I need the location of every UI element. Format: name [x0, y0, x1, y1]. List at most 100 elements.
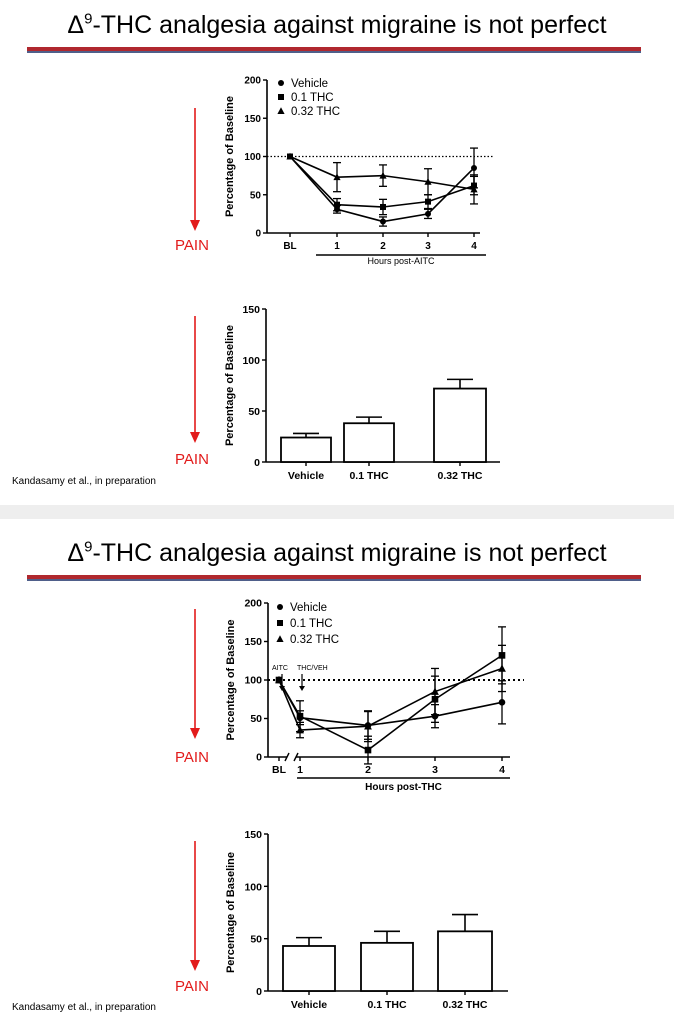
pain-label: PAIN: [175, 749, 209, 766]
title-rule-blue: [27, 51, 641, 53]
title-text: -THC analgesia against migraine is not p…: [92, 539, 607, 567]
y-tick-label: 150: [244, 829, 262, 841]
x-tick-label: 0.1 THC: [349, 470, 389, 482]
y-tick-label: 50: [250, 190, 262, 201]
data-point: [286, 152, 294, 160]
legend-marker: [277, 604, 283, 610]
delta-symbol: Δ: [67, 11, 85, 39]
x-tick-label: 3: [432, 764, 438, 776]
x-tick-label: BL: [283, 241, 296, 252]
data-point: [424, 177, 432, 185]
plot-area: 0 50 100 150 200 Percentage of Baseline BL 1 2 3 4…: [225, 598, 524, 793]
y-tick-label: 0: [256, 752, 262, 764]
y-tick-label: 100: [244, 152, 261, 163]
pain-arrow-head: [190, 728, 200, 739]
y-tick-label: 200: [244, 76, 261, 87]
title-text: -THC analgesia against migraine is not p…: [92, 11, 607, 39]
legend-marker: [278, 94, 284, 100]
pain-label: PAIN: [175, 978, 209, 995]
slide-title: Δ9-THC analgesia against migraine is not…: [0, 10, 674, 40]
x-tick-label: 4: [499, 764, 505, 776]
bar-chart-slide-two: 0 50 100 150 Percentage of Baseline Vehicle 0.…: [225, 829, 508, 1011]
series-triangle: [286, 152, 478, 205]
data-point: [296, 725, 304, 734]
y-axis-label: Percentage of Baseline: [225, 619, 237, 740]
x-axis-label: Hours post-THC: [365, 782, 442, 793]
delta-symbol: Δ: [67, 539, 85, 567]
x-tick-label: 2: [380, 241, 386, 252]
x-axis-label: Hours post-AITC: [367, 256, 435, 266]
data-point: [379, 171, 387, 179]
y-axis-label: Percentage of Baseline: [224, 325, 236, 446]
data-point: [364, 722, 372, 730]
x-tick-label: 3: [425, 241, 431, 252]
legend-marker: [277, 620, 283, 626]
citation: Kandasamy et al., in preparation: [12, 476, 156, 487]
legend-marker: [276, 635, 284, 642]
slide-two: Δ9-THC analgesia against migraine is not…: [0, 519, 674, 1024]
data-point: [425, 198, 431, 205]
data-point: [470, 185, 478, 193]
data-point: [275, 675, 283, 684]
annotation-arrowhead-thc: [299, 686, 305, 691]
pain-arrow-head: [190, 432, 200, 443]
series-triangle: [275, 644, 506, 743]
x-tick-label: 0.1 THC: [367, 999, 407, 1011]
y-tick-label: 0: [256, 986, 262, 998]
y-tick-label: 150: [244, 636, 262, 648]
y-axis-label: Percentage of Baseline: [225, 852, 237, 973]
legend-label: 0.32 THC: [291, 106, 340, 118]
axis-break-mark: [284, 752, 290, 762]
annotation-aitc: AITC: [272, 665, 288, 672]
slide-title: Δ9-THC analgesia against migraine is not…: [0, 538, 674, 568]
y-axis-label: Percentage of Baseline: [224, 96, 236, 217]
legend-label: Vehicle: [291, 78, 328, 90]
legend-marker: [277, 107, 285, 114]
x-tick-label: 1: [334, 241, 340, 252]
data-point: [431, 687, 439, 695]
y-tick-label: 50: [250, 713, 262, 725]
y-tick-label: 0: [254, 457, 260, 469]
data-point: [364, 746, 372, 754]
line-chart-hours-post-thc: 0 50 100 150 200 Percentage of Baseline BL 1 2 3 4…: [225, 598, 524, 793]
data-point: [498, 664, 506, 672]
x-tick-label: 2: [365, 764, 371, 776]
title-superscript: 9: [84, 538, 93, 556]
bar-vehicle: [280, 436, 332, 463]
x-tick-label: Vehicle: [288, 470, 324, 482]
data-point: [334, 201, 340, 208]
x-tick-label: 1: [297, 764, 303, 776]
data-point: [471, 164, 477, 171]
pain-arrow-head: [190, 220, 200, 231]
y-tick-label: 0: [255, 229, 261, 240]
slide-separator: [0, 505, 674, 519]
plot-area: 0 50 100 150 Percentage of Baseline Vehicle 0.…: [224, 304, 500, 482]
slide-one: Δ9-THC analgesia against migraine is not…: [0, 0, 674, 505]
pain-label: PAIN: [175, 237, 209, 254]
legend-label: Vehicle: [290, 602, 327, 614]
y-tick-label: 100: [242, 355, 260, 367]
x-tick-label: BL: [272, 764, 287, 776]
pain-arrows: [190, 609, 200, 971]
title-superscript: 9: [84, 10, 93, 28]
citation: Kandasamy et al., in preparation: [12, 1002, 156, 1013]
y-tick-label: 50: [248, 406, 260, 418]
data-point: [380, 203, 386, 210]
line-chart-hours-post-aitc: 0 50 100 150 200 Percentage of Baseline BL 1 2 3 4…: [224, 76, 494, 266]
pain-arrow-head: [190, 960, 200, 971]
data-point: [498, 699, 506, 706]
plot-area: 0 50 100 150 Percentage of Baseline Vehicle 0.…: [225, 829, 508, 1011]
x-tick-label: 4: [471, 241, 477, 252]
legend-label: 0.1 THC: [291, 92, 334, 104]
title-rule-red: [27, 575, 641, 579]
bar-chart-slide-one: 0 50 100 150 Percentage of Baseline Vehicle 0.…: [224, 304, 500, 482]
plot-area: 0 50 100 150 200 Percentage of Baseline BL 1 2 3 4…: [224, 76, 494, 266]
bar-0-1-thc: [343, 422, 395, 463]
bar-vehicle: [282, 945, 336, 992]
title-rule-red: [27, 47, 641, 51]
x-tick-label: 0.32 THC: [443, 999, 488, 1011]
pain-arrows: [190, 108, 200, 443]
title-rule-blue: [27, 579, 641, 581]
y-tick-label: 150: [242, 304, 260, 316]
annotation-thc-veh: THC/VEH: [297, 665, 328, 672]
